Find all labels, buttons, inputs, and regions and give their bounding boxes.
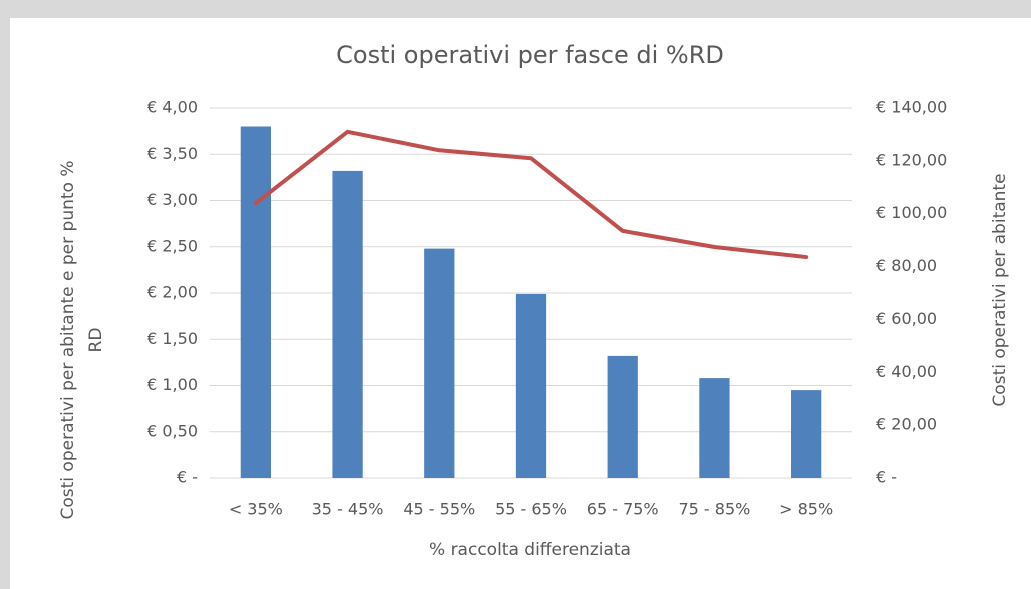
x-tick-label: 75 - 85% bbox=[678, 500, 750, 519]
x-tick-label: 35 - 45% bbox=[312, 500, 384, 519]
y2-tick-label: € 20,00 bbox=[876, 415, 937, 434]
x-tick-label: 65 - 75% bbox=[587, 500, 659, 519]
bar bbox=[424, 248, 455, 478]
bar bbox=[332, 170, 363, 478]
y2-tick-label: € 120,00 bbox=[876, 150, 947, 169]
y2-tick-label: € 100,00 bbox=[876, 203, 947, 222]
y2-axis-title: Costi operativi per abitante bbox=[990, 173, 1010, 406]
y-tick-label: € 1,00 bbox=[147, 375, 198, 394]
x-tick-label: 45 - 55% bbox=[403, 500, 475, 519]
y-axis-title: RD bbox=[86, 328, 106, 353]
y2-tick-label: € - bbox=[876, 468, 897, 487]
chart-title: Costi operativi per fasce di %RD bbox=[336, 41, 724, 69]
y2-tick-label: € 60,00 bbox=[876, 309, 937, 328]
y-tick-label: € 3,00 bbox=[147, 190, 198, 209]
bar bbox=[515, 293, 547, 478]
y2-tick-label: € 80,00 bbox=[876, 256, 937, 275]
y-tick-label: € 2,00 bbox=[147, 283, 198, 302]
x-tick-label: 55 - 65% bbox=[495, 500, 567, 519]
bar bbox=[607, 355, 638, 478]
y-axis-title: Costi operativi per abitante e per punto… bbox=[58, 161, 78, 520]
x-tick-label: > 85% bbox=[779, 500, 833, 519]
bar bbox=[791, 390, 822, 478]
bar bbox=[699, 378, 730, 478]
line bbox=[253, 129, 809, 260]
y-tick-label: € 4,00 bbox=[147, 98, 198, 117]
y-tick-label: € 1,50 bbox=[147, 329, 198, 348]
y-tick-label: € 3,50 bbox=[147, 144, 198, 163]
y-tick-label: € 0,50 bbox=[147, 421, 198, 440]
x-tick-label: < 35% bbox=[229, 500, 283, 519]
bar bbox=[240, 126, 271, 478]
y-tick-label: € 2,50 bbox=[147, 236, 198, 255]
y-tick-label: € - bbox=[177, 468, 198, 487]
y2-tick-label: € 140,00 bbox=[876, 98, 947, 117]
y2-tick-label: € 40,00 bbox=[876, 362, 937, 381]
x-axis-title: % raccolta differenziata bbox=[429, 540, 631, 560]
